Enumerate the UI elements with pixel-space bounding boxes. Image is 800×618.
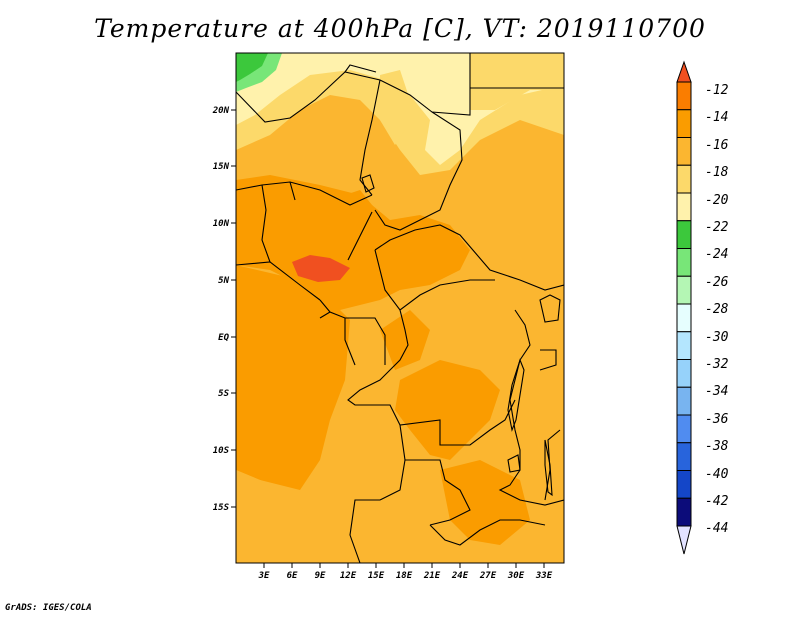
zone-minus14-16-southeast [440, 460, 530, 545]
longitude-axis: 3E 6E 9E 12E 15E 18E 21E 24E 27E 30E 33E [258, 563, 553, 581]
colorbar-label: -28 [705, 302, 729, 317]
colorbar-box [676, 275, 692, 305]
lat-label: 15N [213, 162, 230, 172]
colorbar-label: -22 [705, 220, 729, 235]
lon-label: 30E [507, 571, 525, 581]
colorbar-box [676, 220, 692, 249]
lat-label: 5N [218, 276, 229, 286]
footer-credit: GrADS: IGES/COLA [5, 603, 92, 613]
lat-label: EQ [218, 333, 229, 343]
colorbar-box [676, 414, 692, 444]
zone-minus14-16-south-central [395, 360, 500, 460]
colorbar-label: -40 [705, 467, 729, 482]
colorbar-box [676, 137, 692, 166]
colorbar-box [676, 192, 692, 222]
colorbar-box [676, 331, 692, 360]
zone-minus18-20-northeast [470, 53, 564, 110]
lat-label: 15S [213, 503, 230, 513]
colorbar-label: -20 [705, 193, 729, 208]
map-title: Temperature at 400hPa [C], VT: 201911070… [94, 14, 706, 43]
lat-label: 10N [213, 219, 230, 229]
lake-malawi [544, 439, 553, 497]
colorbar-label: -34 [705, 384, 728, 399]
zone-minus22-24-patch [236, 53, 268, 82]
colorbar-box [676, 81, 692, 111]
colorbar-box [676, 303, 692, 333]
colorbar-label: -12 [705, 83, 729, 98]
lakes [361, 174, 561, 497]
lon-label: 15E [368, 571, 385, 581]
lake-tanganyika [507, 358, 525, 432]
colorbar-label: -32 [705, 357, 729, 372]
colorbar-top-arrow [676, 60, 692, 83]
colorbar-box [676, 442, 692, 471]
colorbar: -12 -14 -16 -18 -20 -22 -24 -26 -28 -30 … [676, 60, 729, 555]
map-frame [235, 52, 565, 564]
colorbar-label: -36 [705, 412, 729, 427]
colorbar-box [676, 386, 692, 416]
colorbar-label: -14 [705, 110, 728, 125]
colorbar-label: -26 [705, 275, 729, 290]
lon-label: 18E [396, 571, 413, 581]
zone-minus16-18-south [236, 470, 320, 563]
lon-label: 12E [340, 571, 357, 581]
zone-minus14-16-west [236, 265, 350, 490]
lon-label: 27E [479, 571, 497, 581]
lat-label: 20N [212, 106, 230, 116]
lake-chad [361, 174, 375, 193]
lon-label: 3E [258, 571, 270, 581]
colorbar-box [676, 109, 692, 138]
zone-minus14-16-patch2 [380, 310, 430, 370]
colorbar-label: -38 [705, 439, 729, 454]
lat-label: 10S [213, 446, 230, 456]
colorbar-label: -44 [705, 521, 728, 536]
colorbar-box [676, 497, 692, 527]
lake-victoria [539, 294, 561, 323]
zone-minus14-16-patch [330, 190, 380, 240]
latitude-axis: 20N 15N 10N 5N EQ 5S 10S 15S [212, 106, 236, 513]
lat-label: 5S [218, 389, 229, 399]
colorbar-box [676, 359, 692, 388]
colorbar-box [676, 164, 692, 194]
colorbar-label: -24 [705, 247, 728, 262]
lon-label: 33E [535, 571, 553, 581]
lon-label: 6E [287, 571, 298, 581]
colorbar-label: -30 [705, 330, 729, 345]
colorbar-label: -18 [705, 165, 729, 180]
temperature-field [236, 53, 564, 563]
zone-minus12-14-core [292, 255, 350, 282]
colorbar-label: -42 [705, 494, 729, 509]
zone-minus14-16-central [236, 175, 470, 310]
lake-mweru [507, 454, 521, 473]
lon-label: 9E [315, 571, 326, 581]
colorbar-box [676, 248, 692, 277]
colorbar-box [676, 470, 692, 499]
colorbar-label: -16 [705, 138, 729, 153]
zone-minus18-20-ridge [380, 70, 410, 145]
lon-label: 24E [451, 571, 469, 581]
colorbar-bottom-arrow [676, 525, 692, 555]
lon-label: 21E [423, 571, 441, 581]
